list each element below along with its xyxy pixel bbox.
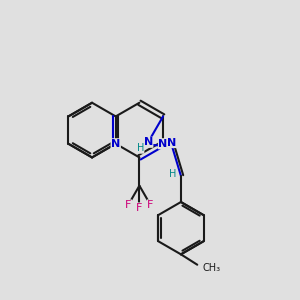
Text: F: F <box>147 200 154 210</box>
Text: N: N <box>111 139 120 149</box>
Text: H: H <box>136 143 144 153</box>
Text: F: F <box>125 200 131 210</box>
Text: H: H <box>169 169 176 179</box>
Text: F: F <box>136 203 142 213</box>
Text: N: N <box>144 137 153 147</box>
Text: N: N <box>167 138 177 148</box>
Text: CH₃: CH₃ <box>202 263 221 273</box>
Text: N: N <box>158 139 168 149</box>
